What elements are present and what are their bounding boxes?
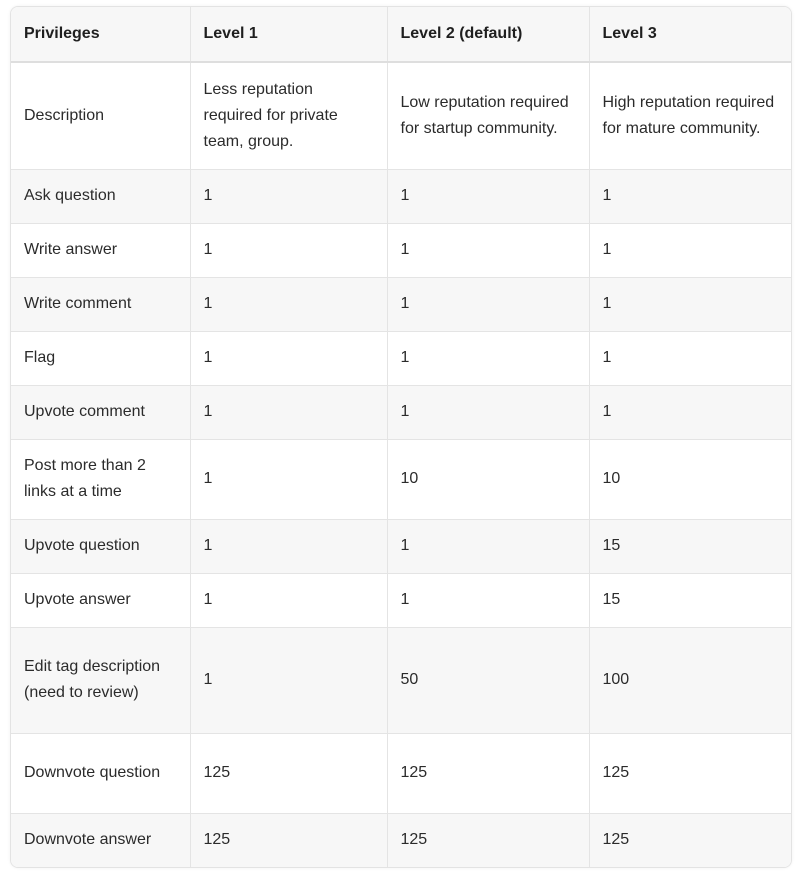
column-header-level-1: Level 1 <box>190 7 388 63</box>
privilege-cell: Downvote question <box>11 733 191 814</box>
privilege-cell: Write answer <box>11 223 191 278</box>
level-2-cell: 10 <box>387 439 590 520</box>
level-1-cell: 1 <box>190 169 388 224</box>
level-2-cell: 1 <box>387 223 590 278</box>
table-row: Write answer 1 1 1 <box>11 223 791 278</box>
level-1-cell: 1 <box>190 573 388 628</box>
level-1-cell: 1 <box>190 277 388 332</box>
privilege-cell: Upvote answer <box>11 573 191 628</box>
table-row: Flag 1 1 1 <box>11 331 791 386</box>
level-2-cell: 1 <box>387 277 590 332</box>
level-2-cell: 1 <box>387 385 590 440</box>
level-1-cell: Less reputation required for private tea… <box>190 62 388 170</box>
privilege-cell: Edit tag description (need to review) <box>11 627 191 734</box>
privileges-table: Privileges Level 1 Level 2 (default) Lev… <box>11 7 791 867</box>
privilege-cell: Downvote answer <box>11 813 191 867</box>
privilege-cell: Ask question <box>11 169 191 224</box>
table-row: Upvote comment 1 1 1 <box>11 385 791 440</box>
privilege-cell: Write comment <box>11 277 191 332</box>
level-2-cell: 125 <box>387 733 590 814</box>
level-3-cell: High reputation required for mature comm… <box>589 62 791 170</box>
level-3-cell: 15 <box>589 519 791 574</box>
level-2-cell: 1 <box>387 331 590 386</box>
level-1-cell: 125 <box>190 733 388 814</box>
level-3-cell: 100 <box>589 627 791 734</box>
privilege-cell: Flag <box>11 331 191 386</box>
table-row: Upvote answer 1 1 15 <box>11 573 791 628</box>
level-1-cell: 125 <box>190 813 388 867</box>
level-2-cell: 125 <box>387 813 590 867</box>
table-body: Description Less reputation required for… <box>11 62 791 867</box>
level-3-cell: 1 <box>589 331 791 386</box>
table-row: Downvote question 125 125 125 <box>11 733 791 814</box>
table-row: Downvote answer 125 125 125 <box>11 813 791 867</box>
column-header-level-3: Level 3 <box>589 7 791 63</box>
table-row: Upvote question 1 1 15 <box>11 519 791 574</box>
level-1-cell: 1 <box>190 519 388 574</box>
table-row: Description Less reputation required for… <box>11 62 791 170</box>
level-3-cell: 1 <box>589 169 791 224</box>
level-3-cell: 1 <box>589 277 791 332</box>
privileges-table-container: Privileges Level 1 Level 2 (default) Lev… <box>10 6 792 868</box>
level-1-cell: 1 <box>190 439 388 520</box>
level-2-cell: 50 <box>387 627 590 734</box>
level-2-cell: Low reputation required for startup comm… <box>387 62 590 170</box>
level-2-cell: 1 <box>387 519 590 574</box>
table-row: Edit tag description (need to review) 1 … <box>11 627 791 734</box>
privilege-cell: Post more than 2 links at a time <box>11 439 191 520</box>
level-3-cell: 10 <box>589 439 791 520</box>
table-row: Ask question 1 1 1 <box>11 169 791 224</box>
level-3-cell: 125 <box>589 733 791 814</box>
table-row: Write comment 1 1 1 <box>11 277 791 332</box>
header-row: Privileges Level 1 Level 2 (default) Lev… <box>11 7 791 63</box>
level-1-cell: 1 <box>190 223 388 278</box>
level-2-cell: 1 <box>387 573 590 628</box>
level-1-cell: 1 <box>190 331 388 386</box>
privilege-cell: Upvote question <box>11 519 191 574</box>
level-1-cell: 1 <box>190 385 388 440</box>
privilege-cell: Upvote comment <box>11 385 191 440</box>
level-2-cell: 1 <box>387 169 590 224</box>
table-header: Privileges Level 1 Level 2 (default) Lev… <box>11 7 791 63</box>
privilege-cell: Description <box>11 62 191 170</box>
level-3-cell: 15 <box>589 573 791 628</box>
column-header-level-2: Level 2 (default) <box>387 7 590 63</box>
level-3-cell: 125 <box>589 813 791 867</box>
column-header-privileges: Privileges <box>11 7 191 63</box>
level-3-cell: 1 <box>589 385 791 440</box>
table-row: Post more than 2 links at a time 1 10 10 <box>11 439 791 520</box>
level-1-cell: 1 <box>190 627 388 734</box>
level-3-cell: 1 <box>589 223 791 278</box>
